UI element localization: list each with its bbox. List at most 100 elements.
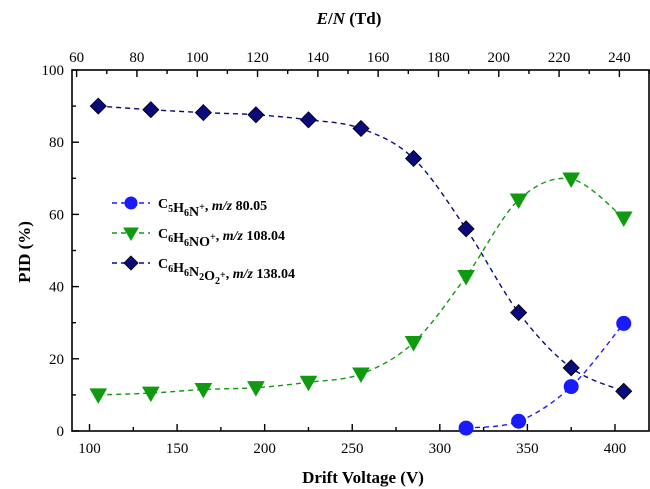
bottom-axis: 100 150 200 250 300 350 400 xyxy=(78,424,626,457)
c6h6n2o2-point xyxy=(615,382,633,400)
c6h6no-point xyxy=(562,172,581,189)
legend-label: C6H6NO+, m/z 108.04 xyxy=(158,227,285,250)
c6h6no-point xyxy=(614,211,633,228)
top-tick-label: 180 xyxy=(427,50,450,66)
c5h6n-point xyxy=(616,315,632,331)
legend-label-part: + xyxy=(220,270,226,281)
c6h6n2o2-point xyxy=(562,359,580,377)
top-axis-title-slash: / xyxy=(327,9,333,28)
x-tick-label: 400 xyxy=(604,441,627,457)
top-tick-label: 120 xyxy=(246,50,269,66)
left-axis: 0 20 40 60 80 100 xyxy=(42,63,79,440)
legend-label-part: + xyxy=(199,202,205,213)
fit-curves xyxy=(98,105,625,429)
legend-label-part: O xyxy=(204,269,215,284)
top-tick-label: 140 xyxy=(307,50,330,66)
c5h6n-point xyxy=(458,420,474,436)
y-axis-title: PID (%) xyxy=(15,221,34,283)
c6h6no-point xyxy=(247,381,265,397)
legend-label-part: + xyxy=(210,232,216,243)
top-axis: 60 80 100 120 140 160 180 200 220 240 xyxy=(69,50,650,77)
c6h6n2o2-fit-line xyxy=(98,105,625,392)
legend-label-mz: m/z xyxy=(212,199,233,214)
data-markers xyxy=(89,97,633,436)
legend-item-c6h6no: C6H6NO+, m/z 108.04 xyxy=(112,227,285,250)
y-tick-label: 80 xyxy=(49,135,64,151)
legend-label-value: 138.04 xyxy=(253,267,295,282)
x-tick-label: 200 xyxy=(253,441,276,457)
x-tick-label: 250 xyxy=(341,441,364,457)
c6h6no-point xyxy=(509,193,528,209)
y-tick-label: 100 xyxy=(42,63,65,79)
legend-label-part: C xyxy=(158,257,168,272)
c6h6n2o2-point xyxy=(89,97,107,115)
legend-label-part: H xyxy=(173,201,184,216)
top-tick-label: 100 xyxy=(186,50,209,66)
c6h6no-point xyxy=(457,269,475,286)
c6h6no-point xyxy=(194,382,213,399)
y-tick-label: 20 xyxy=(49,352,64,368)
legend-label-part: H xyxy=(173,231,184,246)
c6h6n2o2-point xyxy=(247,106,265,124)
c5h6n-point xyxy=(563,379,579,395)
c6h6no-fit-line xyxy=(98,177,625,396)
top-tick-label: 200 xyxy=(488,50,511,66)
top-tick-label: 60 xyxy=(69,50,84,66)
legend-label-mz: m/z xyxy=(233,267,254,282)
legend-label-comma: , xyxy=(216,229,223,244)
legend-label-part: 6 xyxy=(184,268,189,279)
y-tick-label: 0 xyxy=(57,424,65,440)
c6h6no-point xyxy=(404,336,423,352)
legend-label-part: N xyxy=(189,205,199,220)
top-tick-label: 80 xyxy=(129,50,144,66)
top-axis-title: E/N (Td) xyxy=(316,9,382,28)
top-axis-title-e: E xyxy=(316,9,328,28)
c6h6n2o2-point xyxy=(404,149,423,168)
legend-label-value: 108.04 xyxy=(243,229,285,244)
c6h6n2o2-point xyxy=(299,111,318,129)
legend-item-c6h6n2o2: C6H6N2O2+, m/z 138.04 xyxy=(112,255,295,287)
top-tick-label: 220 xyxy=(548,50,571,66)
legend-label-part: C xyxy=(158,197,168,212)
legend-marker xyxy=(123,255,139,271)
legend-label-mz: m/z xyxy=(223,229,244,244)
c6h6n2o2-point xyxy=(510,304,528,322)
legend-label-part: 6 xyxy=(168,264,173,275)
top-tick-label: 160 xyxy=(367,50,390,66)
legend-marker xyxy=(123,227,139,241)
x-tick-label: 150 xyxy=(166,441,189,457)
c6h6n2o2-point xyxy=(194,104,212,122)
legend-label-part: 2 xyxy=(199,272,204,283)
x-tick-label: 300 xyxy=(429,441,452,457)
top-tick-label: 240 xyxy=(608,50,631,66)
c5h6n-fit-line xyxy=(466,322,625,429)
legend-label-comma: , xyxy=(226,267,233,282)
top-axis-title-n: N xyxy=(332,9,346,28)
legend-label-part: 6 xyxy=(168,234,173,245)
legend-label-part: C xyxy=(158,227,168,242)
legend-item-c5h6n: C5H6N+, m/z 80.05 xyxy=(112,196,267,220)
c6h6n2o2-point xyxy=(142,101,160,119)
x-tick-label: 100 xyxy=(78,441,101,457)
legend-label-part: 6 xyxy=(184,208,189,219)
legend-label-part: 6 xyxy=(184,238,189,249)
x-axis-title: Drift Voltage (V) xyxy=(302,468,424,487)
legend-label: C5H6N+, m/z 80.05 xyxy=(158,197,267,220)
x-tick-label: 350 xyxy=(516,441,539,457)
c6h6n2o2-point xyxy=(457,220,475,238)
legend-label: C6H6N2O2+, m/z 138.04 xyxy=(158,257,295,287)
legend-label-part: NO xyxy=(189,235,210,250)
c6h6no-point xyxy=(352,367,370,383)
legend-label-part: 2 xyxy=(215,276,220,287)
legend-label-comma: , xyxy=(205,199,212,214)
c6h6no-point xyxy=(299,375,318,392)
legend-marker xyxy=(124,196,138,210)
top-axis-title-unit: (Td) xyxy=(345,9,381,28)
c5h6n-point xyxy=(511,413,527,429)
legend-label-part: N xyxy=(189,265,199,280)
c6h6n2o2-point xyxy=(352,119,370,138)
c6h6no-point xyxy=(141,386,160,403)
y-tick-label: 40 xyxy=(49,280,64,296)
